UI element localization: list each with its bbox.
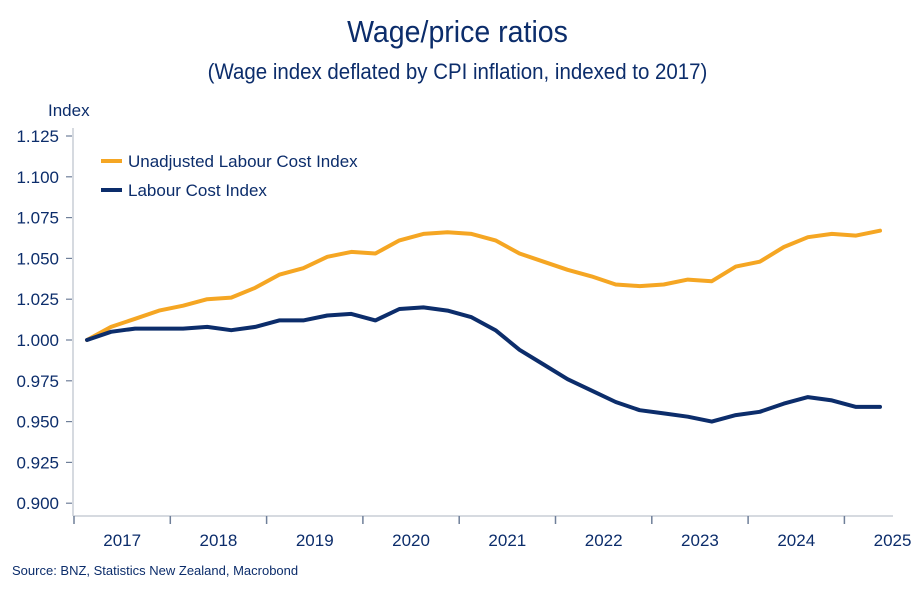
x-tick-label: 2025: [874, 531, 912, 550]
x-tick-label: 2018: [200, 531, 238, 550]
legend-label: Unadjusted Labour Cost Index: [128, 152, 358, 171]
x-tick-label: 2019: [296, 531, 334, 550]
chart-subtitle: (Wage index deflated by CPI inflation, i…: [207, 59, 708, 84]
y-tick-label: 1.025: [16, 290, 59, 309]
x-tick-label: 2024: [777, 531, 815, 550]
y-axis-label: Index: [48, 101, 90, 120]
axes: 0.900 0.925 0.950 0.975 1.000 1.025 1.050 1.075…: [16, 127, 911, 550]
y-tick-label: 1.075: [16, 209, 59, 228]
y-tick-label: 0.925: [16, 453, 59, 472]
series-lines: [85, 228, 882, 424]
y-tick-label: 0.975: [16, 372, 59, 391]
source-note: Source: BNZ, Statistics New Zealand, Mac…: [12, 563, 299, 578]
chart-title: Wage/price ratios: [347, 14, 568, 49]
series-line-lci: [85, 305, 882, 424]
y-tick-label: 1.100: [16, 168, 59, 187]
x-tick-label: 2021: [488, 531, 526, 550]
x-tick-label: 2023: [681, 531, 719, 550]
legend-label: Labour Cost Index: [128, 181, 267, 200]
x-tick-label: 2017: [103, 531, 141, 550]
x-tick-label: 2022: [585, 531, 623, 550]
y-tick-label: 1.125: [16, 127, 59, 146]
y-tick-label: 1.050: [16, 249, 59, 268]
legend: Unadjusted Labour Cost Index Labour Cost …: [101, 152, 358, 200]
y-tick-label: 0.900: [16, 494, 59, 513]
y-tick-label: 0.950: [16, 413, 59, 432]
y-tick-label: 1.000: [16, 331, 59, 350]
series-line-unadjusted-lci: [85, 228, 882, 342]
x-tick-label: 2020: [392, 531, 430, 550]
